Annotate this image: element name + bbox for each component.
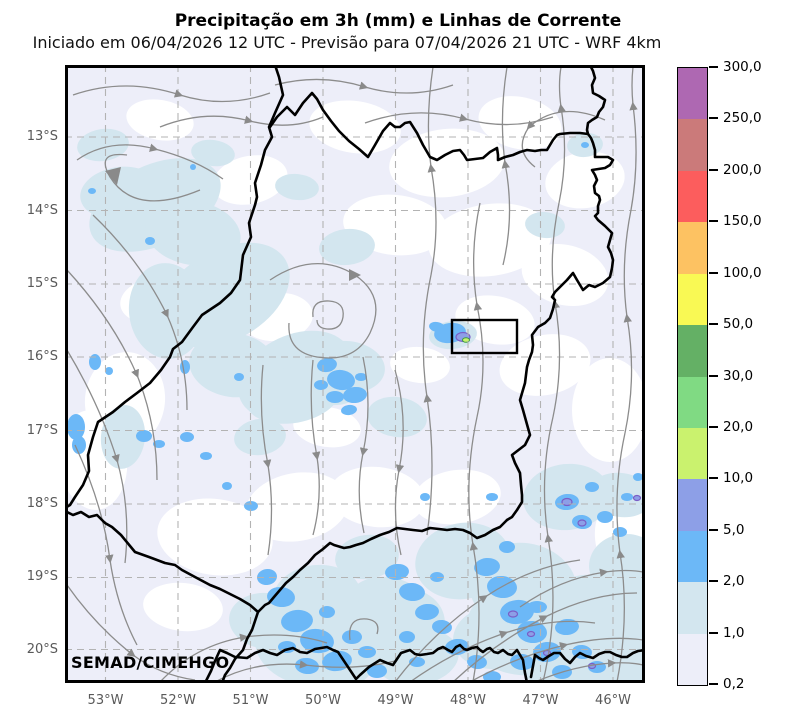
colorbar-segment <box>678 273 707 326</box>
colorbar-tick-label: 200,0 <box>723 161 762 178</box>
lat-tick-label: 17°S <box>26 422 58 438</box>
lon-tick-label: 52°W <box>160 693 196 708</box>
colorbar-segment <box>678 170 707 223</box>
colorbar-tick-label: 100,0 <box>723 264 762 281</box>
colorbar-tick-label: 2,0 <box>723 573 745 590</box>
lon-tick-label: 46°W <box>595 693 631 708</box>
streamline-arrows <box>105 167 361 281</box>
colorbar-tick-label: 30,0 <box>723 367 754 384</box>
colorbar-tick-label: 1,0 <box>723 624 745 641</box>
colorbar-segment <box>678 582 707 634</box>
colorbar-tick-label: 250,0 <box>723 110 762 127</box>
colorbar-tick <box>709 323 718 326</box>
lat-tick-label: 18°S <box>26 496 58 511</box>
lon-tick-label: 50°W <box>305 693 341 708</box>
colorbar <box>677 67 708 686</box>
colorbar-tick <box>709 528 718 531</box>
lat-tick-label: 15°S <box>26 276 58 291</box>
lat-tick-label: 20°S <box>26 641 58 657</box>
colorbar-tick-label: 150,0 <box>723 213 762 230</box>
colorbar-tick-label: 300,0 <box>723 59 762 75</box>
map-panel: SEMAD/CIMEHGO <box>65 65 645 683</box>
watermark: SEMAD/CIMEHGO <box>71 653 230 672</box>
lat-tick-label: 16°S <box>26 349 58 364</box>
colorbar-tick <box>709 580 718 583</box>
colorbar-tick <box>709 271 718 274</box>
lat-tick-label: 19°S <box>26 569 58 584</box>
colorbar-segment <box>678 68 707 120</box>
lon-tick-label: 48°W <box>450 693 486 708</box>
colorbar-tick-label: 20,0 <box>723 418 754 435</box>
colorbar-tick <box>709 66 718 68</box>
colorbar-segment <box>678 427 707 480</box>
colorbar-segment <box>678 479 707 531</box>
precip-5-10-layer <box>455 331 642 670</box>
colorbar-swatches <box>678 68 707 686</box>
colorbar-tick-label: 10,0 <box>723 470 754 487</box>
lat-tick-label: 14°S <box>26 202 58 218</box>
colorbar-tick-label: 0,2 <box>723 676 745 692</box>
lat-tick-label: 13°S <box>26 129 58 144</box>
colorbar-segment <box>678 325 707 377</box>
colorbar-tick <box>709 477 718 480</box>
lon-tick-label: 47°W <box>522 693 559 708</box>
colorbar-tick <box>709 220 718 223</box>
colorbar-tick-label: 50,0 <box>723 316 754 333</box>
colorbar-segment <box>678 222 707 274</box>
lon-tick-label: 53°W <box>87 693 124 708</box>
colorbar-tick <box>709 425 718 428</box>
colorbar-segment <box>678 376 707 428</box>
colorbar-tick <box>709 117 718 120</box>
colorbar-tick <box>709 683 718 685</box>
streamlines-layer <box>66 66 644 683</box>
colorbar-tick <box>709 631 718 634</box>
colorbar-tick <box>709 374 718 377</box>
colorbar-segment <box>678 633 707 686</box>
map-canvas <box>65 65 645 683</box>
df-boundary <box>450 318 519 355</box>
figure-title: Precipitação em 3h (mm) e Linhas de Corr… <box>174 11 622 31</box>
state-boundary <box>65 65 645 683</box>
colorbar-segment <box>678 119 707 171</box>
colorbar-tick-label: 5,0 <box>723 521 745 538</box>
lon-tick-label: 49°W <box>377 693 414 708</box>
colorbar-segment <box>678 530 707 583</box>
figure-subtitle: Iniciado em 06/04/2026 12 UTC - Previsão… <box>32 33 662 52</box>
map-frame <box>65 65 645 683</box>
lon-tick-label: 51°W <box>232 693 269 708</box>
colorbar-tick <box>709 168 718 171</box>
